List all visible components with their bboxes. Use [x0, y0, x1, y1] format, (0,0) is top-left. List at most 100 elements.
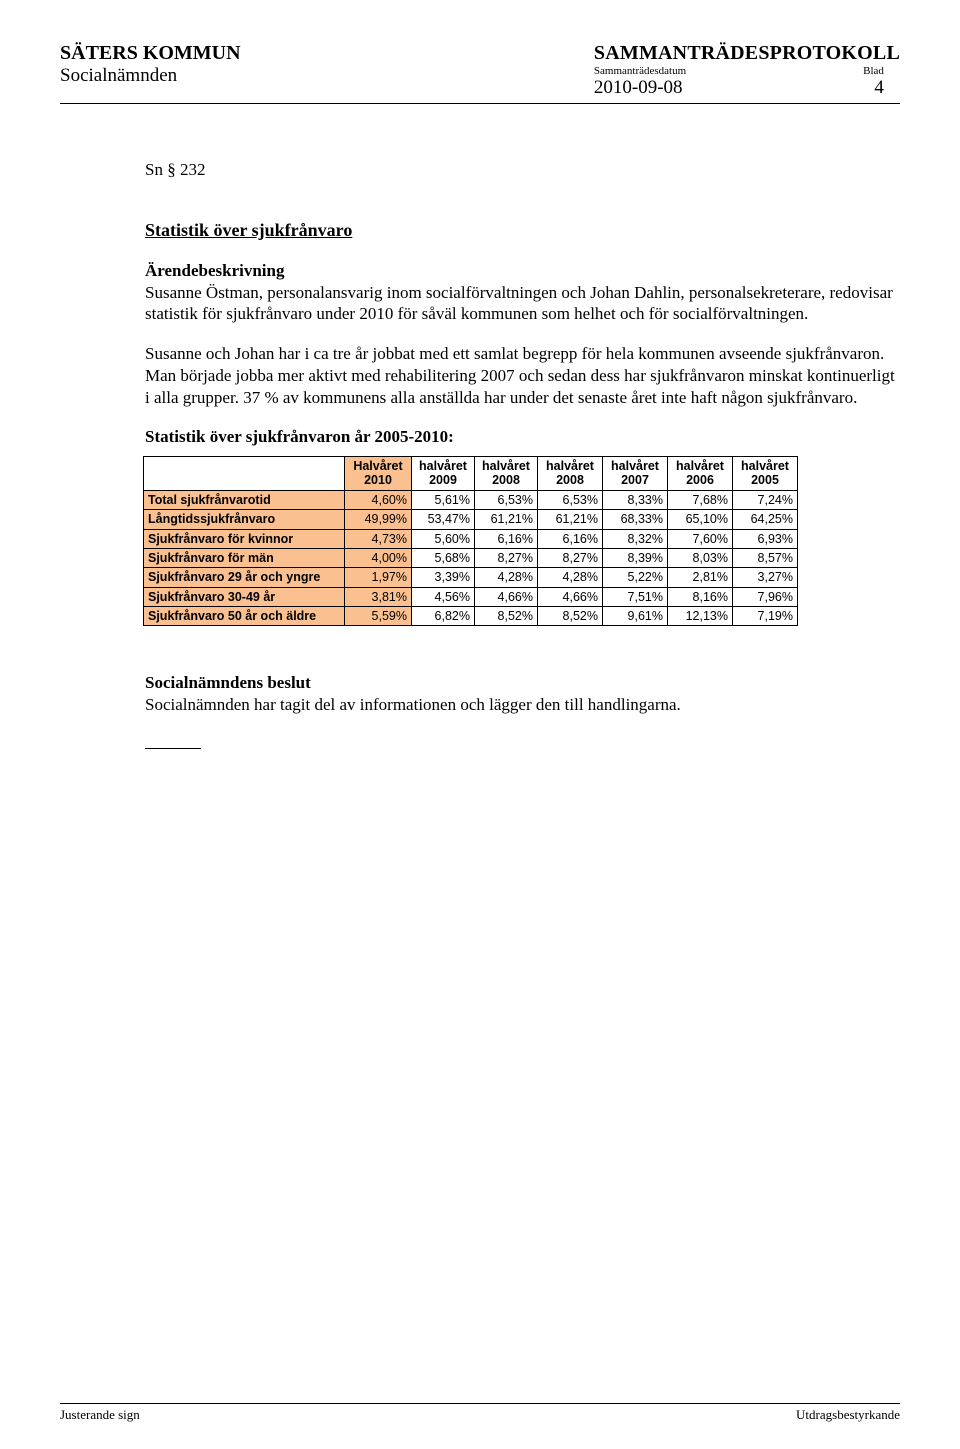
cell: 4,28%: [538, 568, 603, 587]
cell: 7,68%: [668, 490, 733, 509]
cell: 4,73%: [345, 529, 412, 548]
header-dateline: 2010-09-08 4: [594, 77, 884, 99]
table-row: Total sjukfrånvarotid4,60%5,61%6,53%6,53…: [144, 490, 798, 509]
table-row: Sjukfrånvaro 30-49 år3,81%4,56%4,66%4,66…: [144, 587, 798, 606]
table-header-row: Halvåret2010halvåret2009halvåret2008halv…: [144, 457, 798, 491]
row-label: Sjukfrånvaro för män: [144, 548, 345, 567]
sub-left: Sammanträdesdatum: [594, 65, 686, 77]
stats-table: Halvåret2010halvåret2009halvåret2008halv…: [143, 456, 798, 626]
col-header: halvåret2008: [538, 457, 603, 491]
cell: 6,16%: [475, 529, 538, 548]
col-header: halvåret2009: [412, 457, 475, 491]
table-row: Sjukfrånvaro 29 år och yngre1,97%3,39%4,…: [144, 568, 798, 587]
footer-left: Justerande sign: [60, 1407, 140, 1423]
subhead: Ärendebeskrivning: [145, 261, 285, 280]
row-label: Sjukfrånvaro för kvinnor: [144, 529, 345, 548]
cell: 8,03%: [668, 548, 733, 567]
dept-name: Socialnämnden: [60, 65, 241, 87]
col-header-blank: [144, 457, 345, 491]
cell: 53,47%: [412, 510, 475, 529]
para-1: Ärendebeskrivning Susanne Östman, persona…: [145, 260, 900, 325]
cell: 8,39%: [603, 548, 668, 567]
cell: 8,32%: [603, 529, 668, 548]
cell: 6,82%: [412, 607, 475, 626]
cell: 6,53%: [538, 490, 603, 509]
signature-line: [145, 748, 201, 749]
cell: 6,16%: [538, 529, 603, 548]
cell: 6,53%: [475, 490, 538, 509]
cell: 8,27%: [538, 548, 603, 567]
decision-text: Socialnämnden har tagit del av informati…: [145, 694, 900, 716]
header: SÄTERS KOMMUN Socialnämnden SAMMANTRÄDES…: [60, 42, 900, 99]
table-row: Sjukfrånvaro för män4,00%5,68%8,27%8,27%…: [144, 548, 798, 567]
table-body: Total sjukfrånvarotid4,60%5,61%6,53%6,53…: [144, 490, 798, 626]
cell: 64,25%: [733, 510, 798, 529]
cell: 3,39%: [412, 568, 475, 587]
cell: 7,60%: [668, 529, 733, 548]
decision-head: Socialnämndens beslut: [145, 672, 900, 694]
cell: 5,60%: [412, 529, 475, 548]
cell: 4,00%: [345, 548, 412, 567]
footer-row: Justerande sign Utdragsbestyrkande: [60, 1407, 900, 1423]
cell: 12,13%: [668, 607, 733, 626]
footer: Justerande sign Utdragsbestyrkande: [60, 1403, 900, 1423]
cell: 7,51%: [603, 587, 668, 606]
section-title: Statistik över sjukfrånvaro: [145, 219, 900, 242]
col-header: halvåret2006: [668, 457, 733, 491]
table-row: Långtidssjukfrånvaro49,99%53,47%61,21%61…: [144, 510, 798, 529]
table-head: Halvåret2010halvåret2009halvåret2008halv…: [144, 457, 798, 491]
header-left: SÄTERS KOMMUN Socialnämnden: [60, 42, 241, 87]
header-sub: Sammanträdesdatum Blad: [594, 65, 884, 77]
cell: 8,27%: [475, 548, 538, 567]
cell: 4,66%: [475, 587, 538, 606]
para-2: Susanne och Johan har i ca tre år jobbat…: [145, 343, 900, 408]
footer-right: Utdragsbestyrkande: [796, 1407, 900, 1423]
row-label: Sjukfrånvaro 29 år och yngre: [144, 568, 345, 587]
col-header: Halvåret2010: [345, 457, 412, 491]
cell: 5,68%: [412, 548, 475, 567]
cell: 5,22%: [603, 568, 668, 587]
cell: 61,21%: [538, 510, 603, 529]
cell: 3,27%: [733, 568, 798, 587]
col-header: halvåret2005: [733, 457, 798, 491]
cell: 49,99%: [345, 510, 412, 529]
cell: 8,33%: [603, 490, 668, 509]
cell: 4,28%: [475, 568, 538, 587]
page: SÄTERS KOMMUN Socialnämnden SAMMANTRÄDES…: [0, 0, 960, 1449]
cell: 2,81%: [668, 568, 733, 587]
cell: 7,24%: [733, 490, 798, 509]
cell: 4,60%: [345, 490, 412, 509]
cell: 61,21%: [475, 510, 538, 529]
cell: 5,59%: [345, 607, 412, 626]
row-label: Total sjukfrånvarotid: [144, 490, 345, 509]
cell: 65,10%: [668, 510, 733, 529]
table-row: Sjukfrånvaro 50 år och äldre5,59%6,82%8,…: [144, 607, 798, 626]
header-right: SAMMANTRÄDESPROTOKOLL Sammanträdesdatum …: [594, 42, 900, 99]
cell: 3,81%: [345, 587, 412, 606]
stats-heading: Statistik över sjukfrånvaron år 2005-201…: [145, 426, 900, 448]
content: Sn § 232 Statistik över sjukfrånvaro Äre…: [145, 159, 900, 749]
cell: 7,19%: [733, 607, 798, 626]
cell: 4,66%: [538, 587, 603, 606]
cell: 68,33%: [603, 510, 668, 529]
col-header: halvåret2007: [603, 457, 668, 491]
header-rule: [60, 103, 900, 104]
row-label: Sjukfrånvaro 30-49 år: [144, 587, 345, 606]
org-name: SÄTERS KOMMUN: [60, 42, 241, 65]
col-header: halvåret2008: [475, 457, 538, 491]
footer-rule: [60, 1403, 900, 1404]
sub-right: Blad: [863, 65, 884, 77]
cell: 8,52%: [475, 607, 538, 626]
meeting-date: 2010-09-08: [594, 77, 683, 99]
cell: 4,56%: [412, 587, 475, 606]
para1-text: Susanne Östman, personalansvarig inom so…: [145, 283, 893, 324]
cell: 6,93%: [733, 529, 798, 548]
cell: 9,61%: [603, 607, 668, 626]
doc-title: SAMMANTRÄDESPROTOKOLL: [594, 42, 900, 65]
cell: 8,57%: [733, 548, 798, 567]
cell: 8,52%: [538, 607, 603, 626]
cell: 1,97%: [345, 568, 412, 587]
page-number: 4: [874, 77, 884, 99]
cell: 8,16%: [668, 587, 733, 606]
decision-block: Socialnämndens beslut Socialnämnden har …: [145, 672, 900, 716]
